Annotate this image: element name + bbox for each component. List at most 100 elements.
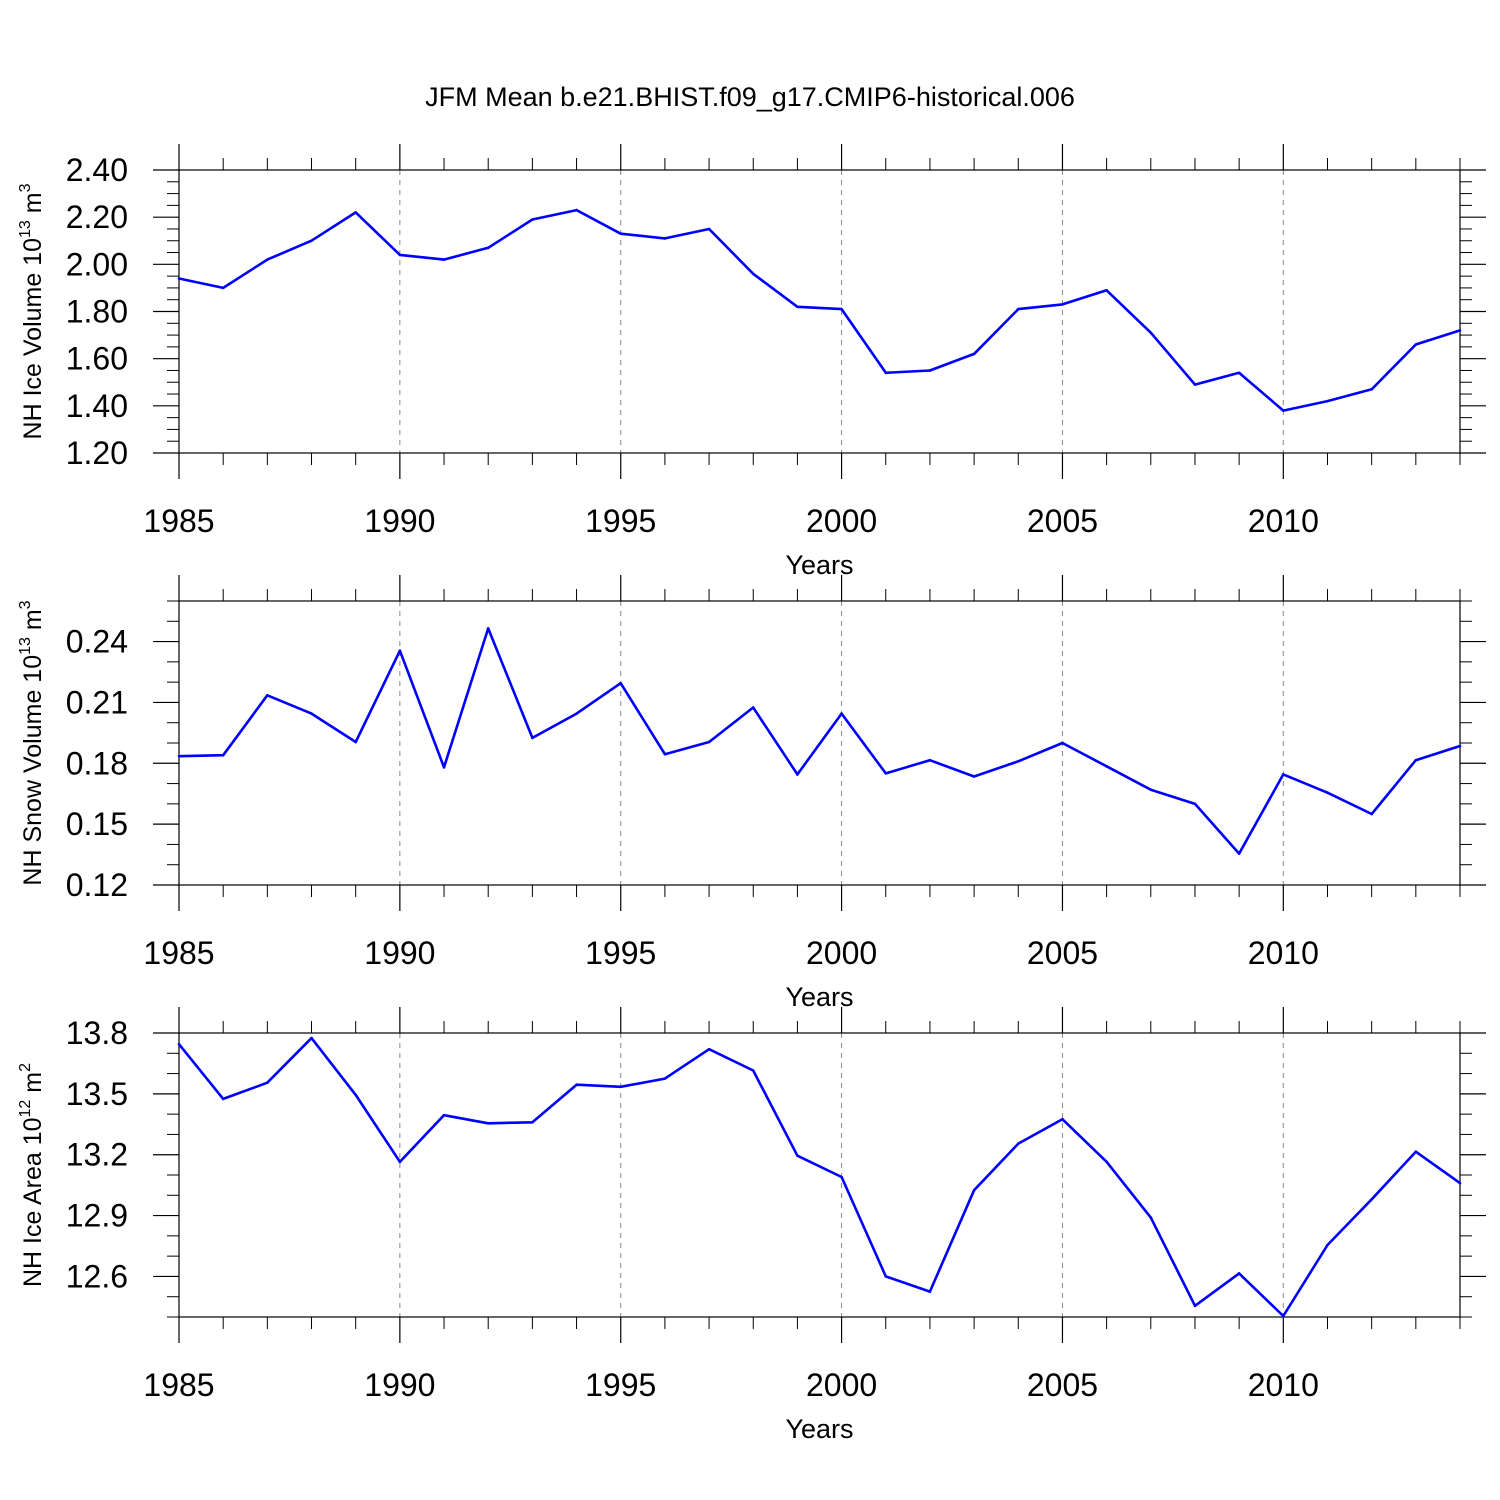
y-tick-label: 0.24 <box>66 624 128 660</box>
x-tick-label: 2005 <box>1027 1367 1098 1403</box>
data-point <box>1016 1142 1020 1145</box>
data-point <box>1105 1160 1108 1164</box>
x-tick-label: 1990 <box>364 1367 435 1403</box>
data-point <box>619 232 623 235</box>
data-point <box>310 712 313 715</box>
data-point <box>266 258 269 261</box>
data-point <box>796 305 799 309</box>
y-tick-label: 0.12 <box>66 867 128 903</box>
data-point <box>928 758 932 762</box>
data-point <box>1061 1117 1064 1121</box>
x-tick-label: 1985 <box>143 1367 214 1403</box>
y-tick-label: 0.21 <box>66 684 128 720</box>
data-point <box>796 773 799 776</box>
data-point <box>1016 759 1020 763</box>
y-axis-label: NH Ice Area 1012 m2 <box>17 1063 47 1287</box>
data-point <box>707 227 711 231</box>
x-tick-label: 2000 <box>806 935 877 971</box>
data-point <box>972 775 976 778</box>
data-point <box>1237 1272 1241 1275</box>
data-point <box>707 1047 711 1051</box>
data-point <box>442 258 446 261</box>
x-tick-label: 2010 <box>1248 935 1319 971</box>
y-tick-label: 2.00 <box>66 246 128 282</box>
data-point <box>575 712 578 715</box>
y-axis-label-unit: m <box>19 609 47 637</box>
x-tick-label: 1990 <box>364 503 435 539</box>
x-tick-label: 1985 <box>143 935 214 971</box>
y-tick-label: 1.80 <box>66 294 128 330</box>
y-tick-label: 13.2 <box>66 1137 128 1173</box>
y-axis-label-text: NH Ice Area 10 <box>19 1117 47 1287</box>
data-point <box>928 1290 932 1293</box>
figure-title: JFM Mean b.e21.BHIST.f09_g17.CMIP6-histo… <box>425 82 1075 112</box>
panel-1: 1985 1990 1995 2000 2005 2010 Years 1.20 1.40 1.6… <box>17 144 1486 580</box>
data-point <box>1149 788 1153 791</box>
data-point <box>1326 399 1329 403</box>
data-point <box>1414 1150 1418 1153</box>
data-point <box>663 752 667 756</box>
x-tick-label: 1990 <box>364 935 435 971</box>
data-point <box>1237 371 1241 375</box>
data-point <box>1237 852 1241 855</box>
data-point <box>1414 343 1418 346</box>
data-point <box>707 740 711 744</box>
data-point <box>840 712 843 715</box>
series-line <box>177 1036 1461 1318</box>
y-axis-label-unit-exponent: 2 <box>17 1063 34 1072</box>
data-point <box>1326 1243 1329 1247</box>
x-tick-label: 2000 <box>806 1367 877 1403</box>
x-tick-label: 2005 <box>1027 935 1098 971</box>
plot-frame <box>178 169 1461 454</box>
data-point <box>1370 812 1373 816</box>
panel-2: 1985 1990 1995 2000 2005 2010 Years 0.12 0.15 0.1… <box>17 575 1486 1012</box>
data-point <box>1414 758 1418 762</box>
y-tick-label: 12.6 <box>66 1258 128 1294</box>
data-point <box>575 1083 578 1087</box>
data-point <box>310 239 313 243</box>
data-point <box>1105 288 1108 292</box>
data-point <box>486 246 490 250</box>
data-point <box>1370 388 1373 391</box>
data-point <box>1370 1198 1373 1201</box>
data-point <box>1458 744 1462 748</box>
y-tick-label: 1.20 <box>66 435 128 471</box>
data-point <box>1282 409 1285 412</box>
x-axis-label: Years <box>785 550 853 580</box>
data-point <box>1105 765 1108 768</box>
y-axis-label-unit-exponent: 3 <box>17 600 34 609</box>
data-point <box>177 277 181 280</box>
y-tick-label: 2.20 <box>66 199 128 235</box>
data-point <box>619 681 623 685</box>
data-point <box>1193 383 1197 386</box>
y-axis-label-exponent: 13 <box>17 220 34 238</box>
data-point <box>486 627 490 630</box>
y-axis-label-exponent: 12 <box>17 1100 34 1118</box>
data-point <box>354 740 357 744</box>
data-point <box>221 753 225 757</box>
data-point <box>531 1120 534 1124</box>
x-tick-label: 1995 <box>585 503 656 539</box>
data-point <box>1149 1216 1153 1219</box>
y-axis-label-unit: m <box>19 1072 47 1100</box>
x-axis-label: Years <box>785 1414 853 1444</box>
data-point <box>1458 329 1462 332</box>
data-point <box>972 352 976 356</box>
data-point <box>310 1036 313 1040</box>
data-point <box>398 253 402 257</box>
data-point <box>840 307 843 311</box>
data-point <box>1193 802 1197 806</box>
data-point <box>1193 1304 1197 1308</box>
data-point <box>884 772 888 775</box>
x-tick-label: 1985 <box>143 503 214 539</box>
data-point <box>1282 773 1285 776</box>
panels: 1985 1990 1995 2000 2005 2010 Years 1.20 1.40 1.6… <box>17 144 1486 1444</box>
data-point <box>1458 1181 1462 1185</box>
data-point <box>972 1188 976 1192</box>
data-point <box>840 1175 843 1179</box>
data-point <box>177 1042 181 1046</box>
data-point <box>221 1097 225 1101</box>
data-point <box>751 1069 755 1072</box>
panel-3: 1985 1990 1995 2000 2005 2010 Years 12.6 12.9 13.… <box>17 1007 1486 1444</box>
data-point <box>796 1154 799 1158</box>
